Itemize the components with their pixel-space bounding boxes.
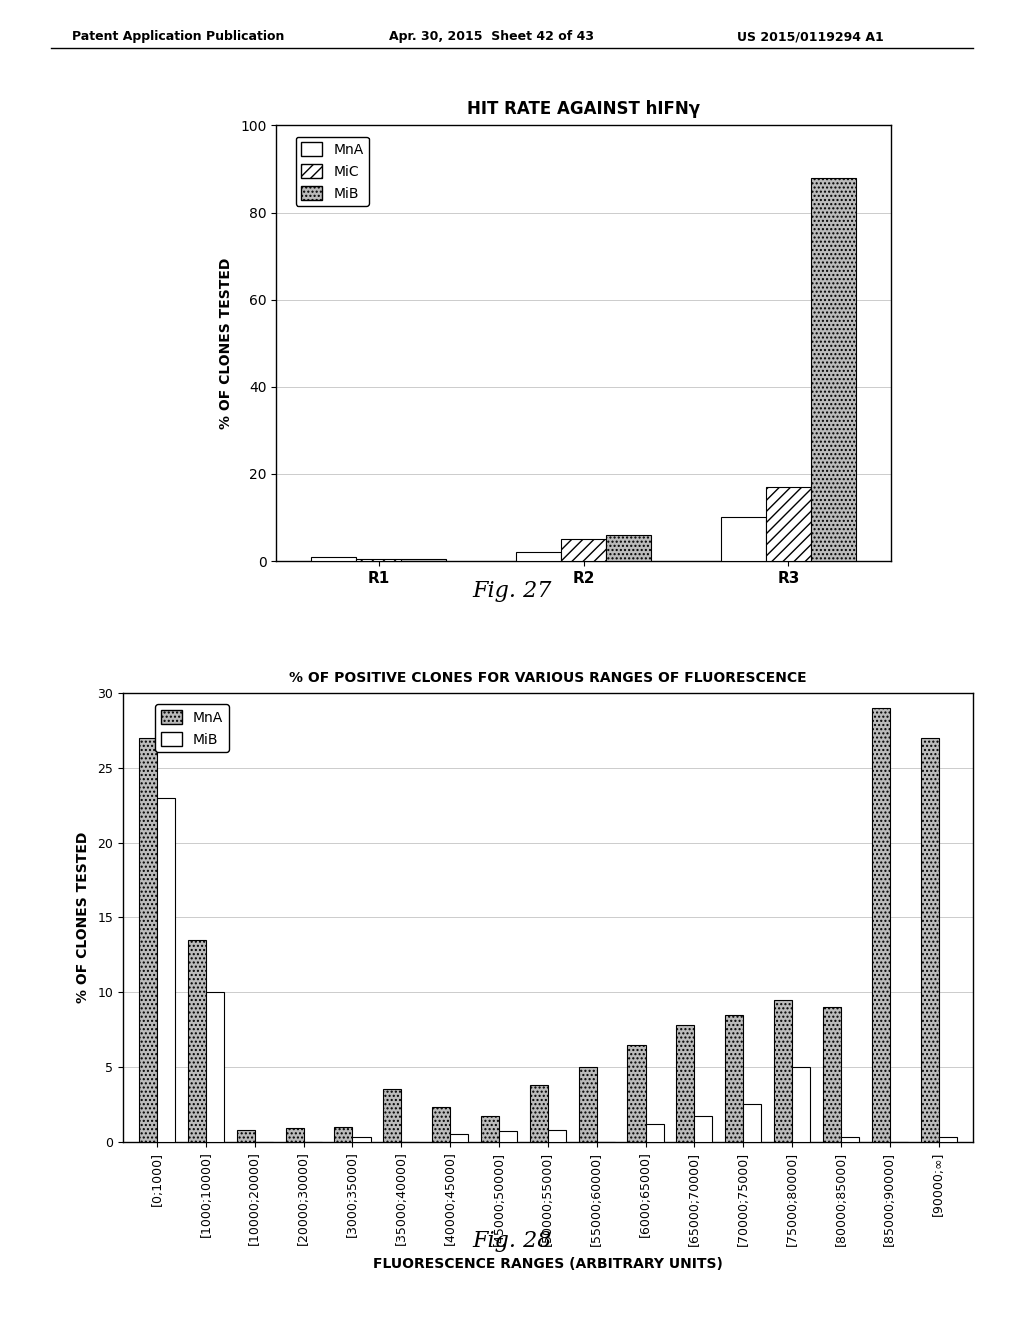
Bar [721, 517, 766, 561]
Bar [516, 552, 561, 561]
Bar [628, 1044, 645, 1142]
Bar [811, 178, 856, 561]
Bar [352, 1138, 371, 1142]
Legend: MnA, MiB: MnA, MiB [156, 705, 228, 752]
Bar [579, 1067, 597, 1142]
Text: Patent Application Publication: Patent Application Publication [72, 30, 284, 44]
Bar [451, 1134, 468, 1142]
Bar [356, 558, 401, 561]
Bar [823, 1007, 841, 1142]
Text: Apr. 30, 2015  Sheet 42 of 43: Apr. 30, 2015 Sheet 42 of 43 [389, 30, 594, 44]
Bar [237, 1130, 255, 1142]
Title: % OF POSITIVE CLONES FOR VARIOUS RANGES OF FLUORESCENCE: % OF POSITIVE CLONES FOR VARIOUS RANGES … [289, 671, 807, 685]
Legend: MnA, MiC, MiB: MnA, MiC, MiB [296, 137, 369, 206]
Bar [725, 1015, 743, 1142]
Bar [432, 1107, 451, 1142]
Bar [676, 1026, 694, 1142]
Text: Fig. 28: Fig. 28 [472, 1230, 552, 1253]
Bar [206, 993, 224, 1142]
Bar [921, 738, 939, 1142]
Text: US 2015/0119294 A1: US 2015/0119294 A1 [737, 30, 884, 44]
Bar [743, 1105, 761, 1142]
Text: Fig. 27: Fig. 27 [472, 579, 552, 602]
Bar [286, 1129, 303, 1142]
Bar [841, 1138, 859, 1142]
Bar [561, 540, 606, 561]
X-axis label: FLUORESCENCE RANGES (ARBITRARY UNITS): FLUORESCENCE RANGES (ARBITRARY UNITS) [373, 1257, 723, 1271]
Y-axis label: % OF CLONES TESTED: % OF CLONES TESTED [219, 257, 233, 429]
Bar [401, 558, 446, 561]
Bar [481, 1117, 499, 1142]
Bar [335, 1127, 352, 1142]
Bar [499, 1131, 517, 1142]
Bar [383, 1089, 401, 1142]
Bar [766, 487, 811, 561]
Bar [694, 1117, 713, 1142]
Title: HIT RATE AGAINST hIFNγ: HIT RATE AGAINST hIFNγ [467, 100, 700, 119]
Bar [139, 738, 157, 1142]
Bar [529, 1085, 548, 1142]
Bar [793, 1067, 810, 1142]
Bar [157, 797, 175, 1142]
Bar [606, 535, 651, 561]
Bar [939, 1138, 956, 1142]
Bar [774, 999, 793, 1142]
Bar [548, 1130, 566, 1142]
Bar [311, 557, 356, 561]
Bar [645, 1123, 664, 1142]
Bar [871, 708, 890, 1142]
Y-axis label: % OF CLONES TESTED: % OF CLONES TESTED [77, 832, 90, 1003]
Bar [187, 940, 206, 1142]
